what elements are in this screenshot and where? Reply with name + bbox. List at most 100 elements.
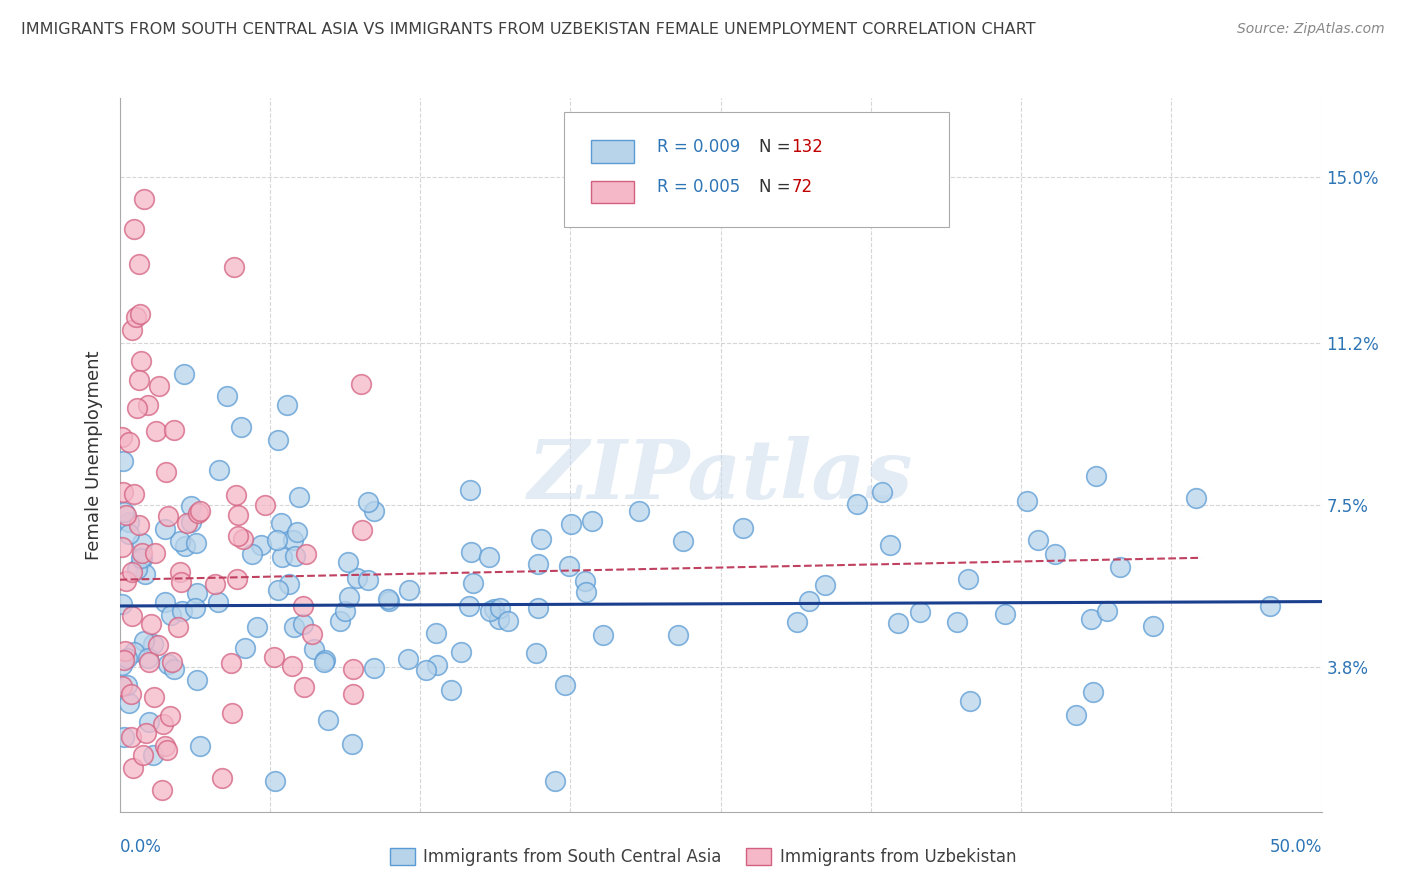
Point: [337, 590, 360, 604]
Point: [136, 651, 159, 665]
Point: [316, 713, 339, 727]
Point: [118, 527, 141, 541]
Point: [314, 653, 336, 667]
Point: [1081, 685, 1104, 699]
Point: [120, 731, 142, 745]
Text: 50.0%: 50.0%: [1270, 838, 1322, 855]
Point: [112, 485, 135, 500]
Point: [128, 306, 150, 320]
Point: [1080, 612, 1102, 626]
Point: [118, 434, 141, 449]
Point: [122, 761, 145, 775]
Point: [122, 487, 145, 501]
Point: [336, 555, 359, 569]
Point: [498, 614, 520, 628]
Point: [232, 533, 254, 547]
Point: [301, 627, 323, 641]
Point: [219, 657, 242, 671]
Point: [211, 771, 233, 785]
Point: [125, 310, 148, 324]
Point: [994, 607, 1017, 622]
Point: [957, 572, 980, 586]
Point: [544, 774, 567, 789]
Bar: [591, 140, 634, 162]
Point: [478, 549, 501, 564]
Point: [132, 192, 155, 206]
Point: [143, 690, 166, 704]
Point: [396, 652, 419, 666]
Point: [377, 592, 399, 607]
Point: [263, 774, 285, 789]
Point: [170, 604, 193, 618]
Point: [277, 576, 299, 591]
Point: [124, 644, 146, 658]
Point: [215, 389, 238, 403]
Point: [121, 565, 143, 579]
Point: [581, 514, 603, 528]
Point: [799, 594, 821, 608]
Point: [287, 490, 309, 504]
Point: [112, 731, 135, 745]
Point: [226, 508, 249, 522]
Text: 0.0%: 0.0%: [120, 838, 162, 855]
Point: [142, 747, 165, 762]
Point: [235, 640, 257, 655]
Point: [249, 538, 271, 552]
Text: N =: N =: [759, 178, 796, 196]
Point: [1185, 491, 1208, 505]
Point: [879, 538, 901, 552]
Text: Source: ZipAtlas.com: Source: ZipAtlas.com: [1237, 22, 1385, 37]
Point: [229, 420, 252, 434]
Point: [666, 628, 689, 642]
Point: [672, 533, 695, 548]
Point: [155, 742, 177, 756]
Point: [1095, 604, 1118, 618]
Point: [163, 662, 186, 676]
Point: [342, 687, 364, 701]
Point: [246, 620, 269, 634]
Point: [186, 673, 208, 687]
Point: [180, 515, 202, 529]
Point: [284, 549, 307, 563]
Point: [527, 601, 550, 615]
Point: [174, 539, 197, 553]
Point: [170, 574, 193, 589]
Point: [266, 533, 288, 547]
Point: [342, 737, 364, 751]
Point: [153, 739, 176, 753]
Point: [592, 628, 614, 642]
Point: [263, 650, 285, 665]
Point: [163, 423, 186, 437]
Point: [127, 562, 149, 576]
Point: [128, 258, 150, 272]
Point: [312, 655, 335, 669]
Point: [253, 498, 276, 512]
Point: [141, 617, 163, 632]
Point: [415, 663, 437, 677]
Point: [283, 620, 305, 634]
Point: [115, 574, 138, 588]
Point: [117, 678, 139, 692]
Text: 132: 132: [792, 137, 824, 155]
Point: [346, 571, 368, 585]
Point: [357, 573, 380, 587]
Point: [138, 715, 160, 730]
Point: [1017, 493, 1039, 508]
Point: [845, 497, 868, 511]
Point: [425, 626, 447, 640]
Point: [118, 516, 141, 530]
Point: [111, 597, 134, 611]
Point: [557, 558, 579, 573]
Point: [160, 655, 183, 669]
Point: [131, 550, 153, 565]
Point: [112, 504, 135, 518]
Point: [207, 595, 229, 609]
Text: IMMIGRANTS FROM SOUTH CENTRAL ASIA VS IMMIGRANTS FROM UZBEKISTAN FEMALE UNEMPLOY: IMMIGRANTS FROM SOUTH CENTRAL ASIA VS IM…: [21, 22, 1036, 37]
Point: [1109, 560, 1132, 574]
Point: [134, 567, 156, 582]
Point: [132, 747, 155, 762]
Point: [153, 595, 176, 609]
Point: [204, 577, 226, 591]
Y-axis label: Female Unemployment: Female Unemployment: [84, 351, 103, 559]
Point: [131, 535, 153, 549]
